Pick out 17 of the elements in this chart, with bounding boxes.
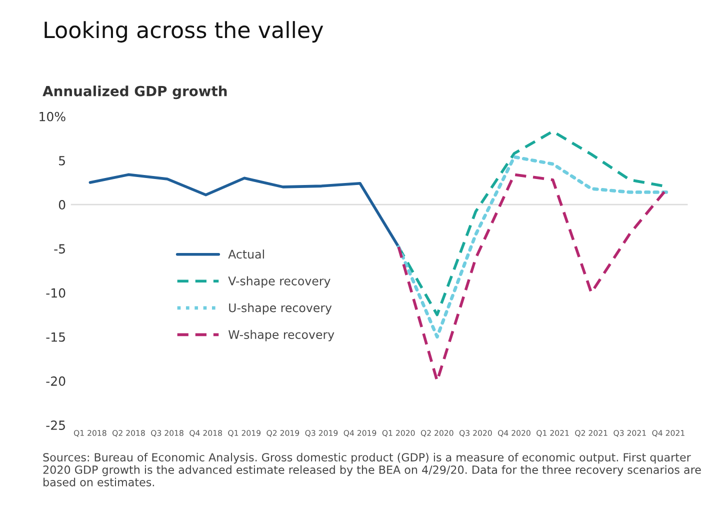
y-tick-label: -15: [46, 332, 65, 342]
source-note: Sources: Bureau of Economic Analysis. Gross domestic product (GDP) is a measure of economic output. First quarter 2020 GDP growth is the advanced estimate released by the BEA on 4/29/20. Data for the three recovery scenarios are based on estimates.: [43, 452, 701, 486]
legend-label: U-shape recovery: [229, 303, 332, 314]
y-tick-label: -10: [46, 288, 66, 298]
y-tick-label: -20: [46, 376, 66, 386]
line-series: [396, 155, 670, 339]
chart-subtitle: Annualized GDP growth: [42, 86, 227, 100]
y-tick-label: -5: [54, 244, 65, 254]
y-tick-label: 0: [58, 200, 66, 210]
y-tick-label: -25: [46, 420, 65, 430]
y-tick-label: 10%: [40, 112, 66, 122]
chart-title: Looking across the valley: [44, 21, 324, 43]
legend-label: W-shape recovery: [228, 330, 334, 342]
legend-label: V-shape recovery: [228, 276, 330, 288]
legend-label: Actual: [228, 250, 264, 259]
line-series: [88, 173, 400, 248]
y-tick-label: 5: [59, 156, 65, 166]
